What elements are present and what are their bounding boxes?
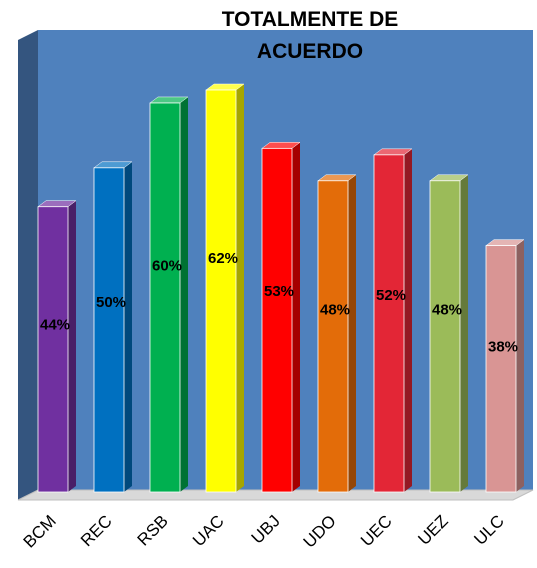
left-wall (18, 30, 38, 500)
bar (429, 180, 461, 493)
x-tick-label: UDO (300, 511, 340, 551)
bar-side (460, 174, 468, 492)
x-tick-label: BCM (20, 511, 60, 551)
floor (17, 489, 534, 501)
bar-side (348, 174, 356, 492)
value-label: 48% (320, 302, 350, 319)
bar-side (404, 148, 412, 492)
x-tick-label: UBJ (248, 511, 284, 547)
bar (261, 147, 293, 493)
value-label: 53% (264, 283, 294, 300)
bar (373, 154, 405, 493)
bar (317, 180, 349, 493)
x-tick-label: REC (77, 511, 116, 550)
bar (205, 89, 237, 493)
x-tick-label: RSB (134, 511, 172, 549)
x-tick-label: UEZ (414, 511, 451, 548)
bar-side (516, 239, 524, 492)
value-label: 38% (488, 339, 518, 356)
bar-side (124, 161, 132, 492)
chart-title: TOTALMENTE DE ACUERDO (221, 8, 399, 63)
bar (485, 245, 517, 493)
bar-side (68, 200, 76, 493)
value-label: 48% (432, 302, 462, 319)
value-label: 50% (96, 294, 126, 311)
x-tick-label: ULC (470, 511, 507, 548)
bar (93, 167, 125, 493)
bar-side (292, 142, 300, 492)
value-label: 60% (152, 257, 182, 274)
bar (149, 102, 181, 493)
bar (37, 206, 69, 493)
x-tick-label: UAC (189, 511, 228, 550)
bar-side (180, 96, 188, 492)
value-label: 44% (40, 316, 70, 333)
value-label: 62% (208, 250, 238, 267)
x-tick-label: UEC (357, 511, 396, 550)
value-label: 52% (376, 287, 406, 304)
bar-side (236, 84, 244, 492)
